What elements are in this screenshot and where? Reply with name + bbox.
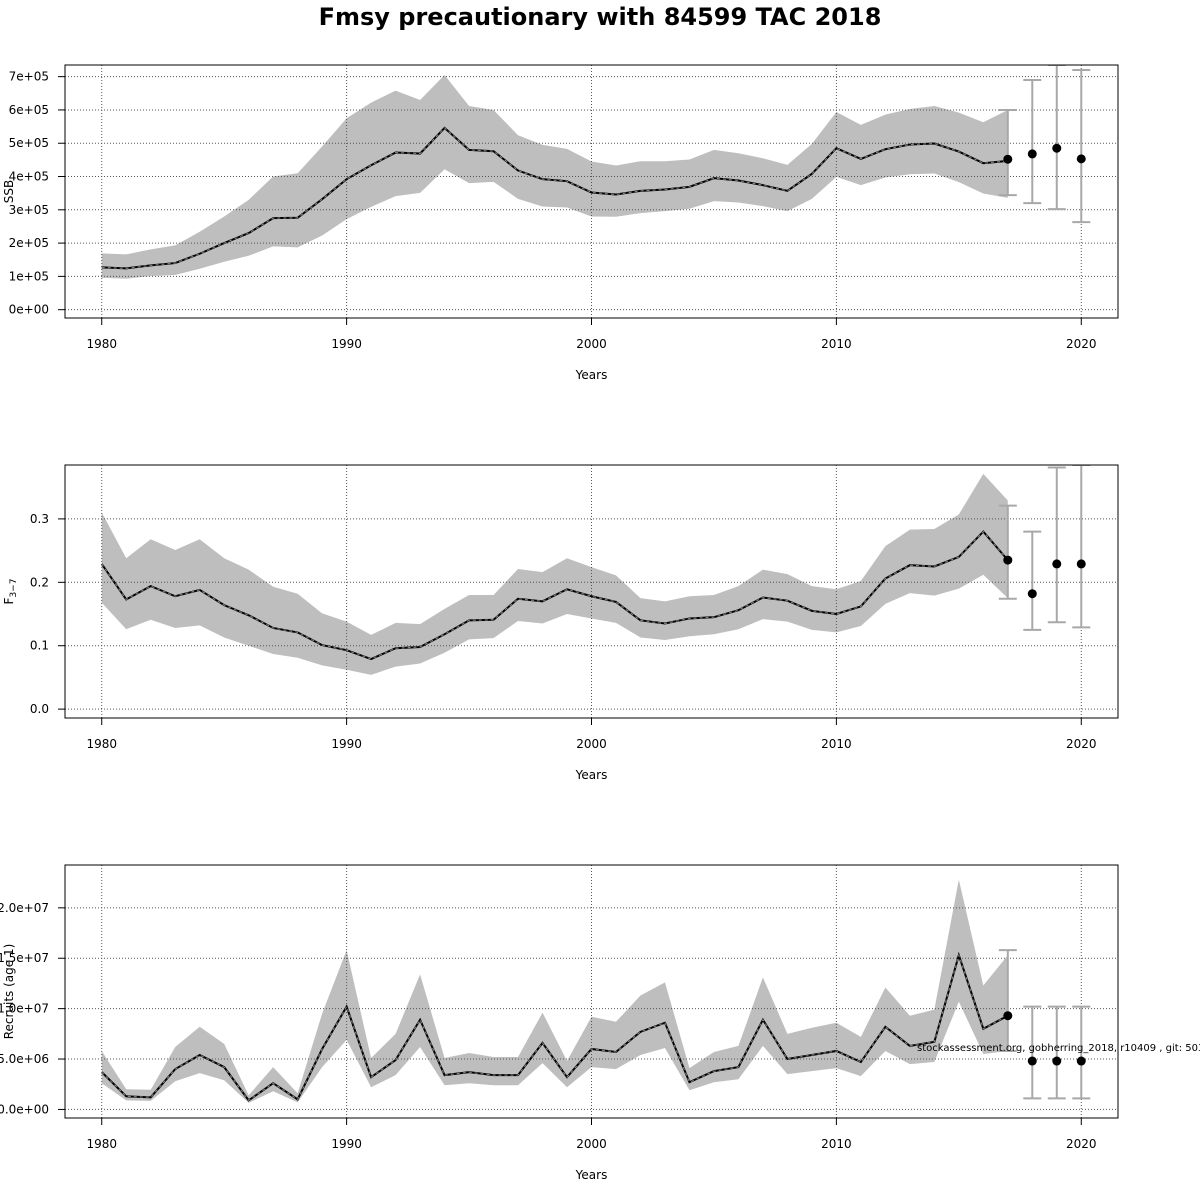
chart-data-2-xtick-label-2: 2000 — [576, 1137, 607, 1151]
chart-data-1-forecast-point-1 — [1027, 589, 1037, 599]
chart-data-1-ytick-label-1: 0.1 — [30, 639, 49, 653]
chart-data-2-estimate-dash — [101, 953, 1009, 1102]
chart-data-2-xtick-label-4: 2020 — [1066, 1137, 1097, 1151]
chart-data-2-xtick-label-1: 1990 — [331, 1137, 362, 1151]
footnote: stockassessment.org, gobherring_2018, r1… — [917, 1043, 1200, 1054]
chart-data-2-ylabel: Recruits (age 1) — [2, 944, 16, 1040]
chart-data-2-ytick-label-4: 2.0e+07 — [0, 901, 49, 915]
fbar-panel: 1980 1990 2000 2010 2020 Years 0.0 0.1 0.2 0.3 F3−… — [2, 464, 1119, 782]
chart-data-1-confidence-band — [101, 473, 1008, 675]
chart-data-2-xtick-label-3: 2010 — [821, 1137, 852, 1151]
chart-data-0-forecast-point-3 — [1076, 154, 1086, 164]
chart-data-0-ytick-label-1: 1e+05 — [9, 269, 49, 283]
chart-data-2-ytick-label-2: 1.0e+07 — [0, 1002, 49, 1016]
chart-data-0-xtick-label-3: 2010 — [821, 337, 852, 351]
chart-data-0-xtick-label-0: 1980 — [86, 337, 117, 351]
chart-data-1-xtick-label-0: 1980 — [86, 737, 117, 751]
chart-data-1-forecast-point-2 — [1052, 559, 1062, 569]
chart-data-2-forecast-point-2 — [1052, 1056, 1062, 1066]
chart-data-2-forecast-point-3 — [1076, 1056, 1086, 1066]
chart-data-0-forecast-point-0 — [1003, 154, 1013, 164]
recruits-panel: 1980 1990 2000 2010 2020 Years 0.0e+00 5.0e+06 1… — [0, 864, 1119, 1182]
chart-data-1-forecast-point-0 — [1003, 555, 1013, 565]
chart-data-0-forecast-point-2 — [1052, 143, 1062, 153]
chart-data-2-forecast-point-0 — [1003, 1011, 1013, 1021]
chart-data-0-ytick-label-3: 3e+05 — [9, 203, 49, 217]
chart-data-0-ytick-label-2: 2e+05 — [9, 236, 49, 250]
chart-title: Fmsy precautionary with 84599 TAC 2018 — [318, 3, 882, 31]
chart-data-2-forecast-point-1 — [1027, 1056, 1037, 1066]
chart-data-0-forecast — [998, 65, 1091, 224]
chart-data-1-forecast-point-3 — [1076, 559, 1086, 569]
chart-data-1-xtick-label-4: 2020 — [1066, 737, 1097, 751]
chart-data-1-ytick-label-3: 0.3 — [30, 512, 49, 526]
chart-data-0-forecast-point-1 — [1027, 149, 1037, 159]
chart-data-2-ytick-label-0: 0.0e+00 — [0, 1102, 49, 1116]
chart-data-2-xlabel: Years — [575, 1168, 608, 1182]
chart-data-2-ytick-label-1: 5.0e+06 — [0, 1052, 49, 1066]
chart-data-0-xlabel: Years — [575, 368, 608, 382]
chart-data-1-xlabel: Years — [575, 768, 608, 782]
chart-data-0-estimate-dash — [101, 127, 1008, 269]
chart-data-0-xtick-label-4: 2020 — [1066, 337, 1097, 351]
chart-data-0-xtick-label-2: 2000 — [576, 337, 607, 351]
chart-data-1-xtick-label-3: 2010 — [821, 737, 852, 751]
chart-data-2-confidence-band — [101, 879, 1008, 1103]
chart-data-1-ytick-label-2: 0.2 — [30, 575, 49, 589]
chart-data-2-ytick-label-3: 1.5e+07 — [0, 951, 49, 965]
chart-data-0-ytick-label-4: 4e+05 — [9, 170, 49, 184]
chart-data-2-xtick-label-0: 1980 — [86, 1137, 117, 1151]
chart-data-0-xtick-label-1: 1990 — [331, 337, 362, 351]
chart-data-1-ylabel: F3−7 — [2, 579, 19, 605]
chart-data-2-forecast — [998, 949, 1091, 1100]
chart-data-0-ytick-label-0: 0e+00 — [9, 303, 49, 317]
chart-data-1-ytick-label-0: 0.0 — [30, 702, 49, 716]
chart-data-1-xtick-label-2: 2000 — [576, 737, 607, 751]
chart-data-1-xtick-label-1: 1990 — [331, 737, 362, 751]
chart-data-1-estimate-dash — [101, 530, 1009, 660]
chart-data-0-ytick-label-6: 6e+05 — [9, 103, 49, 117]
chart-data-1-ylabel-sub: 3−7 — [9, 579, 19, 598]
chart-data-1-forecast — [998, 465, 1091, 631]
chart-data-0-ytick-label-7: 7e+05 — [9, 70, 49, 84]
chart-data-0-ytick-label-5: 5e+05 — [9, 136, 49, 150]
ssb-panel: 1980 1990 2000 2010 2020 Years 0e+00 1e+05 2e+05… — [2, 64, 1119, 382]
chart-data-0-ylabel: SSB — [2, 180, 16, 203]
